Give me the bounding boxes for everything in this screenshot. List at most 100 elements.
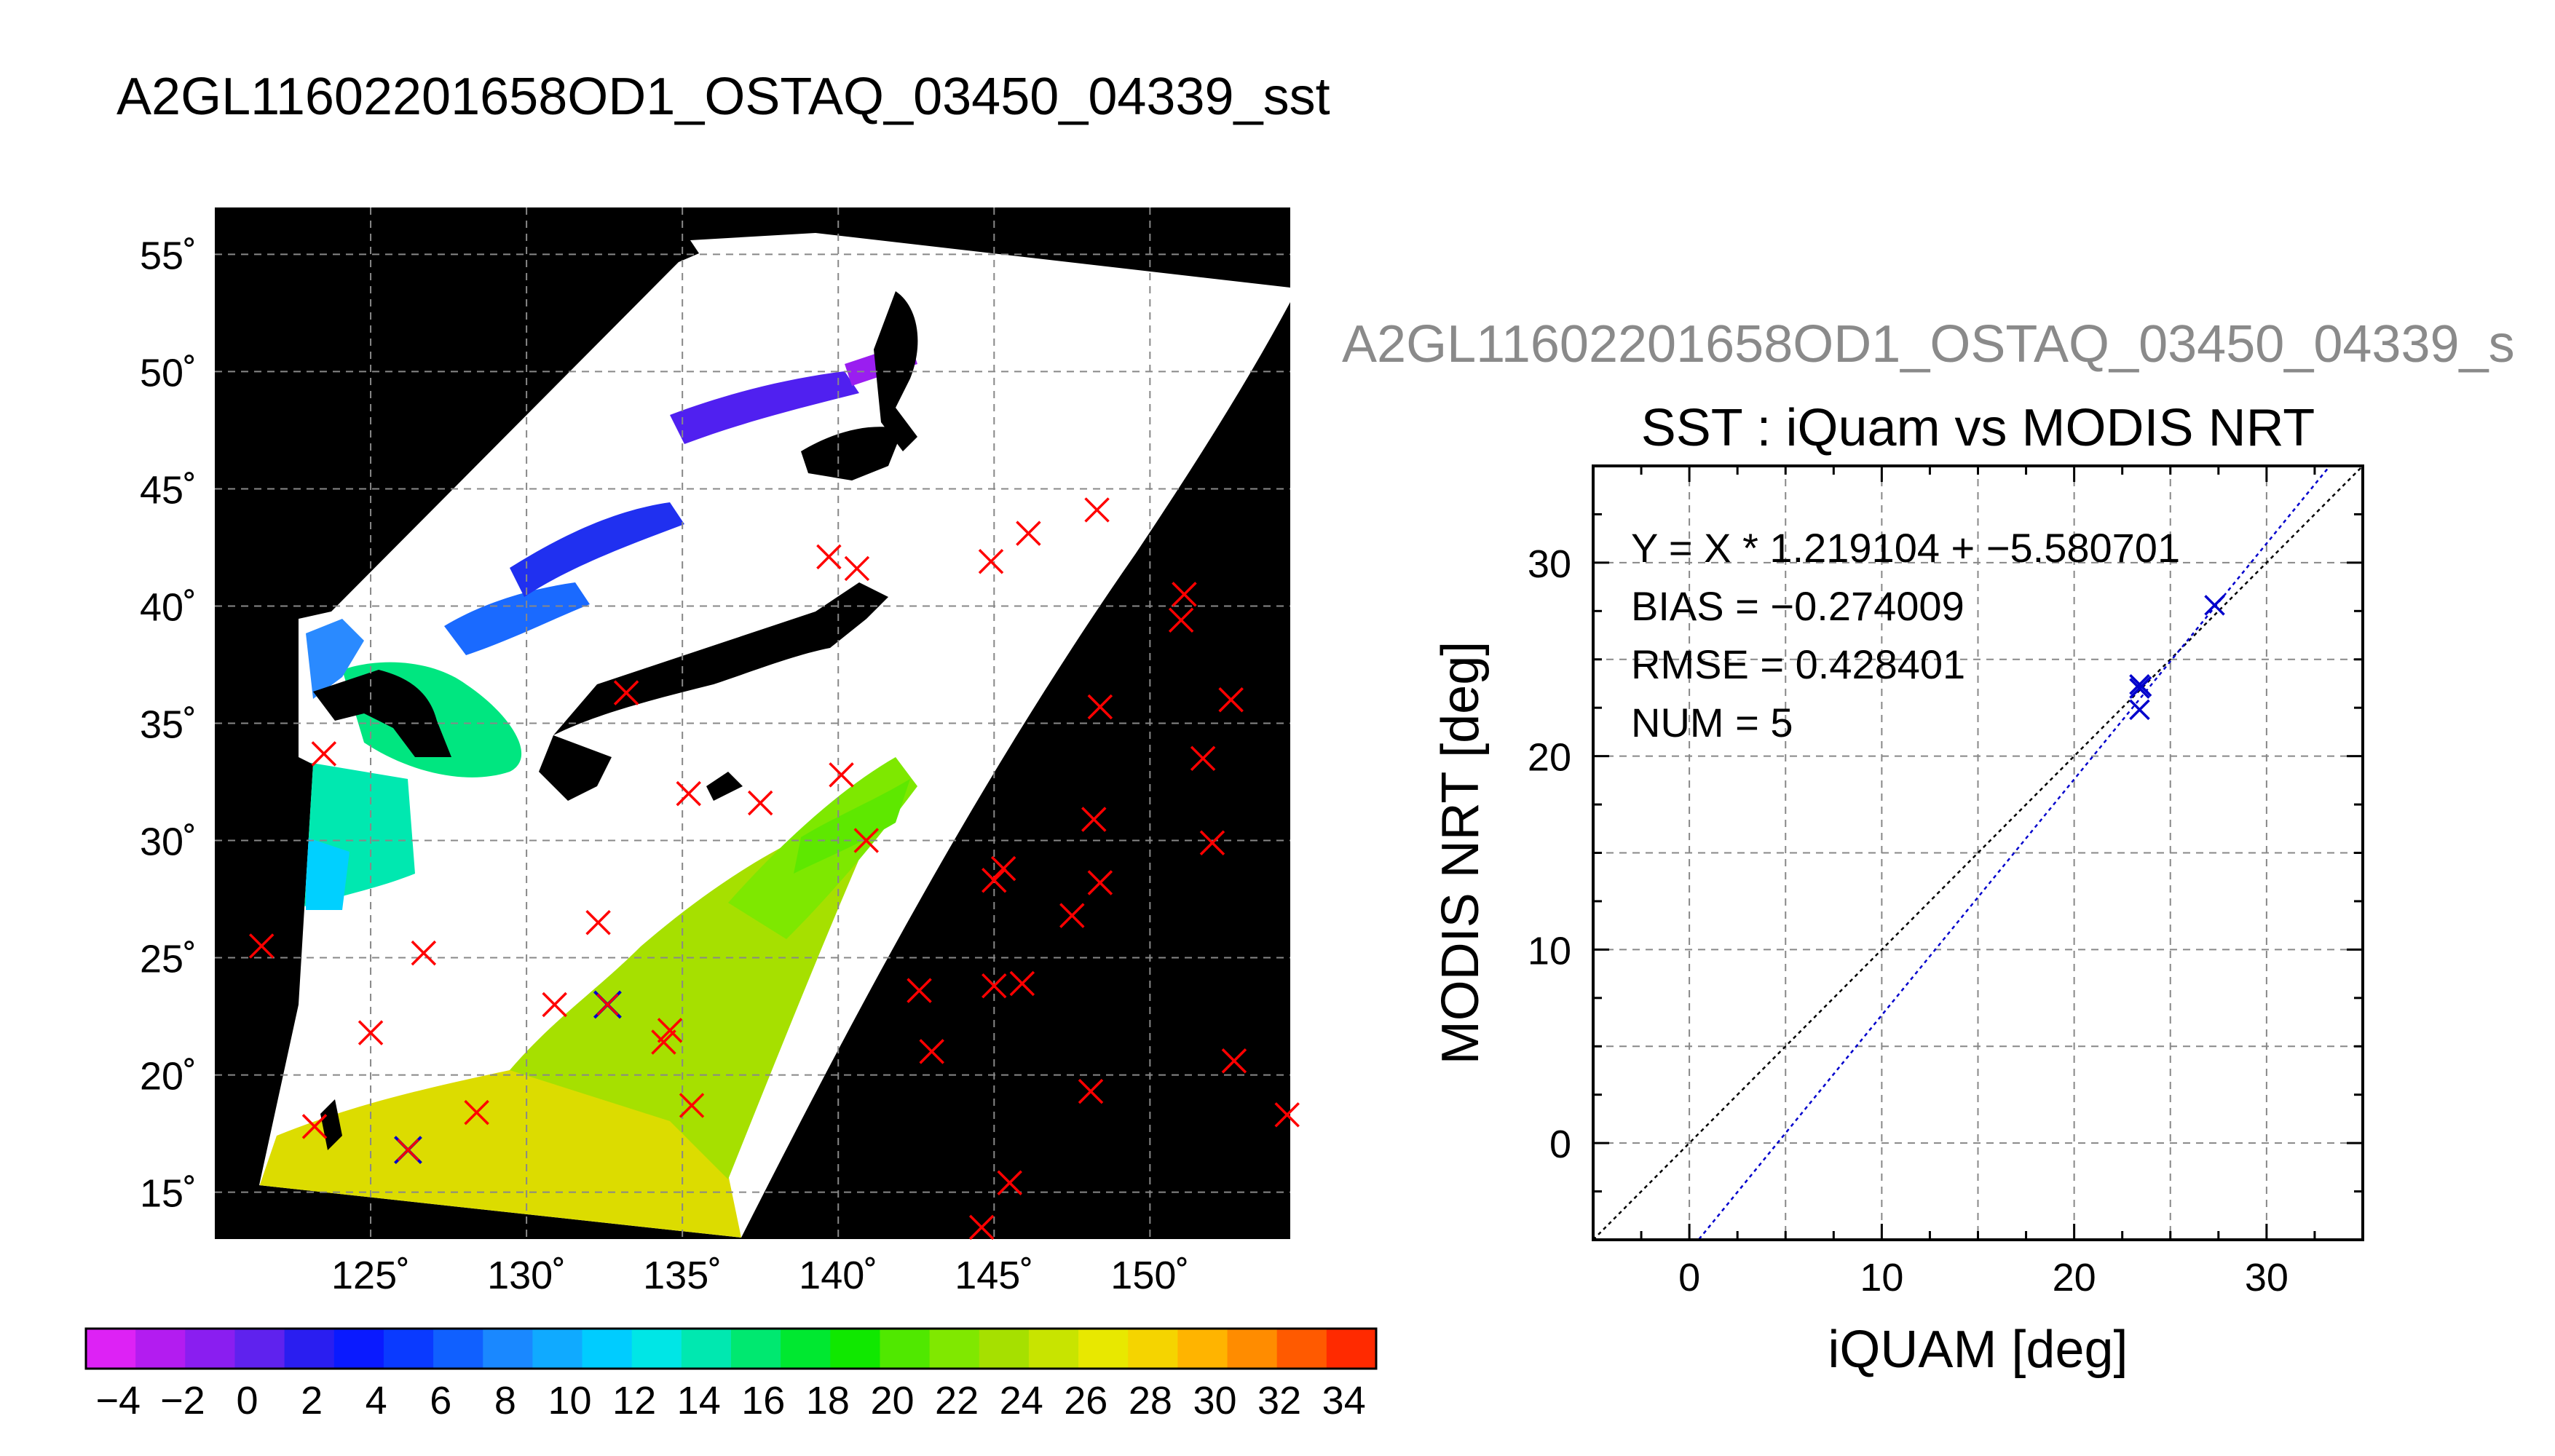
colorbar-tick-label: 2 — [301, 1379, 323, 1423]
observation-marker — [990, 855, 1016, 882]
landmass — [313, 670, 451, 757]
colorbar-tick-label: 32 — [1257, 1379, 1301, 1423]
sst-region — [794, 779, 910, 874]
map-x-tick-label: 125˚ — [331, 1254, 410, 1297]
fit-statistics: Y = X * 1.219104 + −5.580701 BIAS = −0.27… — [1631, 525, 2180, 745]
colorbar-swatch — [979, 1329, 1030, 1369]
colorbar-tick-label: 0 — [236, 1379, 258, 1423]
colorbar-tick-label: 12 — [612, 1379, 656, 1423]
scatter-y-tick-label: 20 — [1528, 736, 1571, 780]
statistic-text: RMSE = 0.428401 — [1631, 641, 1965, 687]
map-grid — [215, 207, 1290, 1239]
sst-region — [444, 582, 590, 655]
colorbar-swatch — [1078, 1329, 1129, 1369]
map-y-tick-label: 40˚ — [140, 585, 197, 629]
observation-marker — [1087, 694, 1113, 720]
map-y-tick-label: 25˚ — [140, 938, 197, 981]
observation-marker — [613, 680, 639, 705]
sst-region — [510, 502, 684, 597]
colorbar-swatch — [86, 1329, 136, 1369]
y-axis-label: MODIS NRT [deg] — [1431, 641, 1490, 1065]
colorbar-swatch — [681, 1329, 732, 1369]
map-x-tick-label: 150˚ — [1110, 1254, 1189, 1297]
map-markers — [248, 497, 1300, 1241]
observation-marker — [358, 1020, 384, 1045]
observation-marker — [1059, 903, 1085, 928]
colorbar-frame — [84, 1327, 1378, 1370]
colorbar-swatch — [582, 1329, 633, 1369]
sst-map-panel: 125˚ 130˚ 135˚ 140˚ 145˚ 150˚ 15˚ 20˚ 25˚ 30˚ 35˚ 4… — [84, 207, 1378, 1423]
observation-marker — [1221, 1048, 1247, 1074]
satellite-swath — [259, 233, 1290, 1238]
colorbar-tick-label: 22 — [935, 1379, 979, 1423]
observation-marker — [853, 828, 879, 853]
data-point — [2129, 678, 2150, 699]
scatter-y-tick-label: 0 — [1549, 1123, 1571, 1166]
map-y-tick-label: 50˚ — [140, 351, 197, 395]
observation-marker — [1084, 497, 1110, 523]
map-y-tick-label: 30˚ — [140, 820, 197, 864]
landmass — [553, 582, 888, 735]
observation-marker — [907, 978, 932, 1003]
sst-region — [306, 619, 364, 699]
colorbar-swatch — [383, 1329, 434, 1369]
observation-marker — [542, 992, 567, 1018]
scatter-ticks — [1592, 464, 2364, 1241]
colorbar-swatch — [929, 1329, 980, 1369]
observation-marker — [596, 993, 619, 1016]
colorbar-tick-label: 4 — [366, 1379, 387, 1423]
data-point — [2129, 699, 2150, 721]
observation-marker — [585, 910, 611, 935]
scatter-y-tick-label: 10 — [1528, 929, 1571, 973]
scatter-x-tick-label: 30 — [2245, 1256, 2289, 1299]
observation-marker — [397, 1139, 419, 1161]
observation-marker — [816, 544, 842, 570]
observation-marker — [657, 1018, 683, 1043]
scatter-x-tick-label: 20 — [2053, 1256, 2096, 1299]
landmass — [539, 735, 612, 801]
map-x-tick-label: 130˚ — [487, 1254, 566, 1297]
colorbar-swatch — [185, 1329, 235, 1369]
colorbar-swatch — [433, 1329, 483, 1369]
colorbar-swatch — [1128, 1329, 1178, 1369]
colorbar-tick-label: 34 — [1322, 1379, 1366, 1423]
colorbar-tick-label: 10 — [548, 1379, 591, 1423]
x-axis-label: iQUAM [deg] — [1828, 1321, 2128, 1379]
map-x-tick-label: 135˚ — [643, 1254, 722, 1297]
observation-marker — [919, 1039, 944, 1064]
observation-marker — [1218, 687, 1244, 713]
colorbar-tick-label: 14 — [677, 1379, 721, 1423]
colorbar-swatch — [830, 1329, 880, 1369]
colorbar-swatch — [631, 1329, 682, 1369]
observation-marker — [978, 549, 1004, 574]
observation-marker — [1190, 745, 1216, 772]
map-y-tick-label: 35˚ — [140, 703, 197, 747]
map-x-tick-label: 145˚ — [955, 1254, 1033, 1297]
observation-marker — [411, 940, 437, 966]
statistic-text: BIAS = −0.274009 — [1631, 583, 1964, 629]
colorbar-swatch — [731, 1329, 781, 1369]
observation-marker — [747, 790, 773, 816]
colorbar-swatch — [781, 1329, 831, 1369]
scatter-title: SST : iQuam vs MODIS NRT — [1641, 399, 2315, 457]
observation-marker — [1087, 870, 1113, 895]
map-x-tick-label: 140˚ — [799, 1254, 877, 1297]
colorbar-tick-label: 6 — [430, 1379, 451, 1423]
observation-marker — [844, 555, 870, 582]
map-y-tick-label: 20˚ — [140, 1055, 197, 1099]
colorbar-tick-label: 16 — [741, 1379, 785, 1423]
observation-marker — [829, 762, 854, 788]
observation-marker — [676, 780, 701, 807]
scatter-x-tick-label: 10 — [1860, 1256, 1903, 1299]
observation-marker — [1009, 970, 1035, 997]
sst-region — [306, 837, 350, 910]
colorbar-tick-label: 20 — [870, 1379, 914, 1423]
scatter-file-title: A2GL11602201658OD1_OSTAQ_03450_04339_s — [1342, 315, 2515, 373]
colorbar-swatch — [333, 1329, 384, 1369]
observation-marker — [1199, 830, 1225, 855]
scatter-grid — [1593, 466, 2363, 1240]
observation-marker — [651, 1029, 676, 1055]
scatter-lines — [1593, 466, 2363, 1240]
colorbar-tick-label: 8 — [494, 1379, 516, 1423]
colorbar-tick-label: 28 — [1129, 1379, 1172, 1423]
